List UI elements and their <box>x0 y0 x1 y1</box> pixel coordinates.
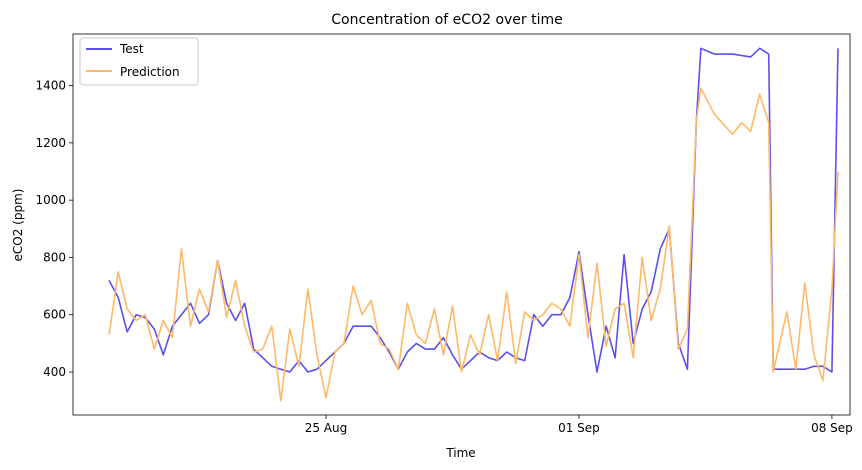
x-tick-label: 25 Aug <box>305 421 348 435</box>
series-line-prediction <box>108 87 839 402</box>
legend-label-test: Test <box>119 42 144 56</box>
x-tick-label: 01 Sep <box>558 421 600 435</box>
y-tick-label: 400 <box>43 365 66 379</box>
y-tick-label: 1000 <box>35 193 66 207</box>
x-axis: 25 Aug 01 Sep 08 Sep <box>305 415 853 435</box>
y-tick-label: 800 <box>43 250 66 264</box>
y-tick-label: 600 <box>43 308 66 322</box>
y-tick-label: 1400 <box>35 79 66 93</box>
x-tick-label: 08 Sep <box>811 421 853 435</box>
chart-title: Concentration of eCO2 over time <box>331 12 563 28</box>
x-axis-label: Time <box>445 446 475 460</box>
series-lines <box>108 47 839 402</box>
legend-label-prediction: Prediction <box>120 65 180 79</box>
y-tick-label: 1200 <box>35 136 66 150</box>
y-axis-label: eCO2 (ppm) <box>11 189 25 262</box>
legend: Test Prediction <box>79 37 199 86</box>
plot-area <box>72 33 851 416</box>
y-axis: 400 600 800 1000 1200 1400 <box>35 79 73 379</box>
